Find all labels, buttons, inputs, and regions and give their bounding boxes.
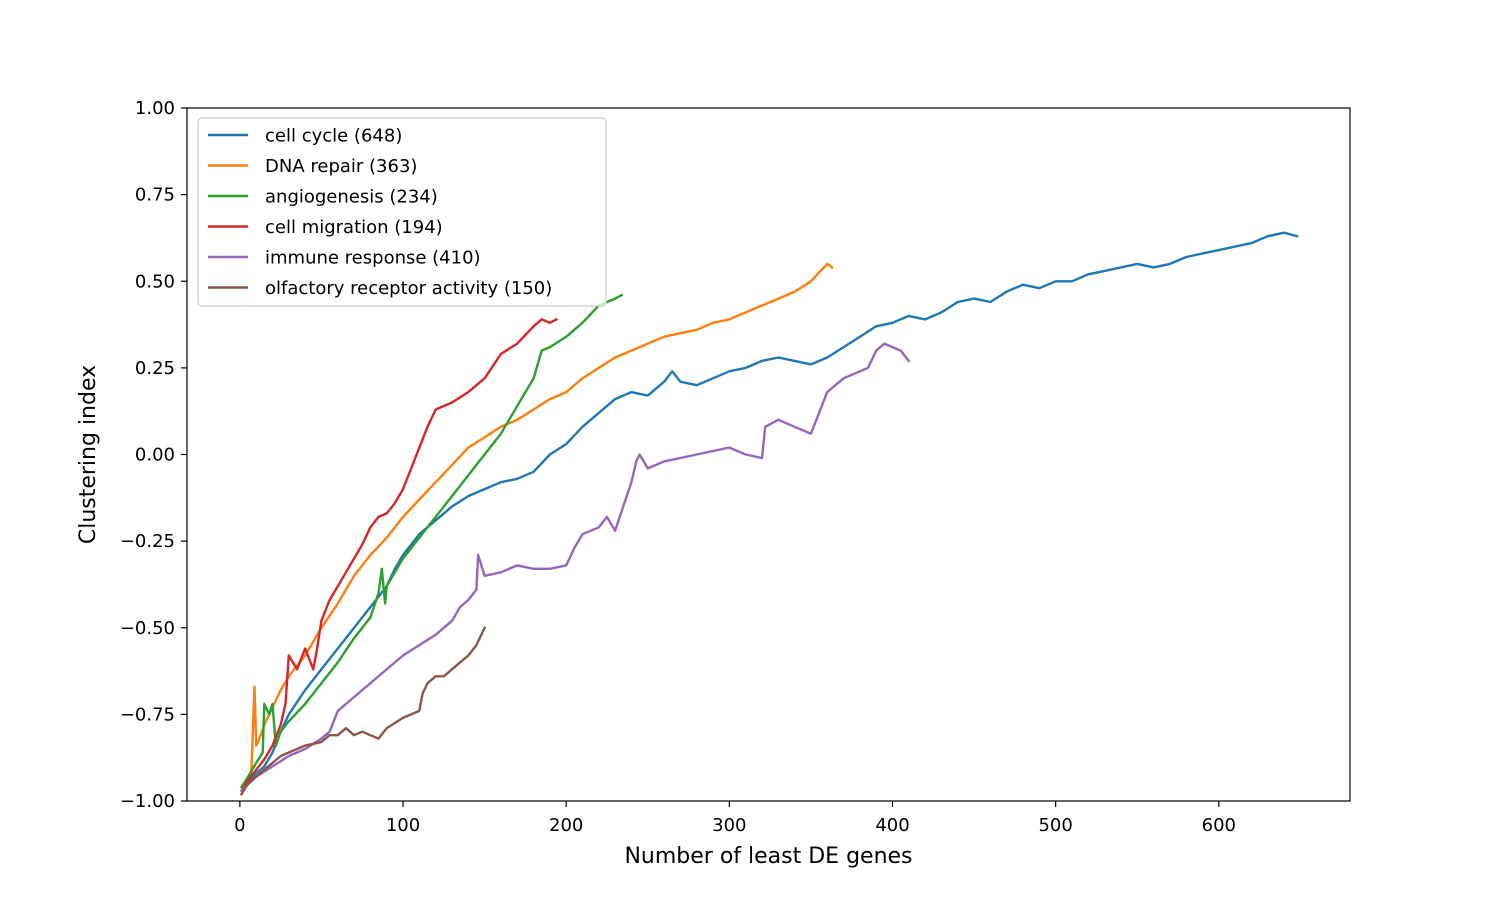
series-line-4 bbox=[239, 317, 559, 793]
x-tick-label: 600 bbox=[1202, 815, 1236, 836]
legend-box bbox=[197, 117, 607, 307]
x-tick-label: 500 bbox=[1038, 815, 1072, 836]
x-tick-label: 300 bbox=[712, 815, 746, 836]
legend-label: cell migration (194) bbox=[265, 217, 443, 238]
y-tick-label: 0.50 bbox=[135, 271, 175, 292]
x-tick-label: 400 bbox=[875, 815, 909, 836]
y-tick-label: −0.75 bbox=[120, 704, 175, 725]
legend: cell cycle (648) DNA repair (363) angiogen… bbox=[197, 117, 607, 307]
y-tick-label: 0.25 bbox=[135, 358, 175, 379]
x-axis-label: Number of least DE genes bbox=[624, 844, 912, 869]
y-tick-label: 0.75 bbox=[135, 185, 175, 206]
series-line-2 bbox=[239, 262, 834, 796]
legend-label: immune response (410) bbox=[265, 248, 481, 269]
y-tick-label: 0.00 bbox=[135, 445, 175, 466]
x-tick-label: 0 bbox=[234, 815, 245, 836]
y-axis-label: Clustering index bbox=[76, 365, 101, 544]
x-tick-label: 200 bbox=[549, 815, 583, 836]
y-tick-label: −1.00 bbox=[120, 791, 175, 812]
series-line-6 bbox=[239, 626, 487, 796]
series-line-5 bbox=[239, 342, 911, 793]
y-tick-label: −0.25 bbox=[120, 531, 175, 552]
legend-label: angiogenesis (234) bbox=[265, 187, 438, 208]
x-tick-label: 100 bbox=[386, 815, 420, 836]
legend-label: DNA repair (363) bbox=[265, 156, 417, 177]
ticks-layer: 0 100 200 300 400 500 600 −1.00 −0.75 −0.50 −0.25 0… bbox=[120, 98, 1236, 836]
series-line-3 bbox=[239, 293, 624, 789]
plot-frame bbox=[186, 107, 1351, 802]
y-tick-label: 1.00 bbox=[135, 98, 175, 119]
plot-area bbox=[239, 231, 1299, 796]
y-tick-label: −0.50 bbox=[120, 618, 175, 639]
legend-label: cell cycle (648) bbox=[265, 126, 402, 147]
series-line-1 bbox=[239, 231, 1299, 793]
legend-label: olfactory receptor activity (150) bbox=[265, 278, 552, 299]
